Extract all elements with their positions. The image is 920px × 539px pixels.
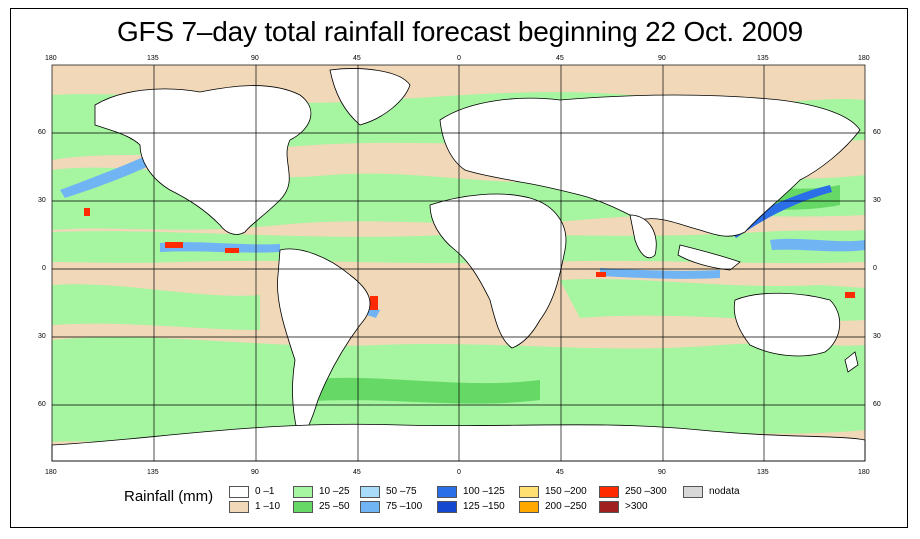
legend-item-label: 25 –50 xyxy=(319,501,350,512)
legend-swatch xyxy=(519,501,539,513)
legend-item-label: >300 xyxy=(625,501,648,512)
bottom-tick: 45 xyxy=(556,469,564,476)
bottom-tick: 135 xyxy=(757,469,769,476)
legend-swatch xyxy=(519,486,539,498)
legend-item-label: 1 –10 xyxy=(255,501,281,512)
legend-swatch xyxy=(599,486,619,498)
left-tick: 60 xyxy=(38,401,46,408)
legend-item-label: nodata xyxy=(709,486,740,497)
legend-swatch xyxy=(437,501,457,513)
top-tick: 180 xyxy=(45,55,57,62)
figure-frame xyxy=(10,8,908,528)
legend-swatch xyxy=(229,486,249,498)
left-tick: 0 xyxy=(42,265,46,272)
right-tick: 30 xyxy=(873,197,881,204)
right-tick: 60 xyxy=(873,129,881,136)
left-tick: 30 xyxy=(38,333,46,340)
legend-item-label: 150 –200 xyxy=(545,486,587,497)
bottom-tick: 135 xyxy=(147,469,159,476)
top-tick: 0 xyxy=(457,55,461,62)
legend-swatch xyxy=(360,486,380,498)
legend-item-label: 200 –250 xyxy=(545,501,587,512)
legend-swatch xyxy=(437,486,457,498)
legend-item-label: 125 –150 xyxy=(463,501,505,512)
legend-swatch xyxy=(360,501,380,513)
top-tick: 45 xyxy=(556,55,564,62)
right-tick: 30 xyxy=(873,333,881,340)
legend-item-label: 250 –300 xyxy=(625,486,667,497)
legend-item-label: 100 –125 xyxy=(463,486,505,497)
legend-item-label: 50 –75 xyxy=(386,486,417,497)
top-tick: 90 xyxy=(251,55,259,62)
right-tick: 60 xyxy=(873,401,881,408)
bottom-tick: 180 xyxy=(858,469,870,476)
top-tick: 90 xyxy=(658,55,666,62)
graticule xyxy=(51,64,866,462)
bottom-tick: 180 xyxy=(45,469,57,476)
top-tick: 45 xyxy=(353,55,361,62)
bottom-tick: 90 xyxy=(658,469,666,476)
legend-title: Rainfall (mm) xyxy=(124,488,214,505)
legend-item-label: 75 –100 xyxy=(386,501,423,512)
legend-swatch xyxy=(599,501,619,513)
bottom-tick: 90 xyxy=(251,469,259,476)
top-tick: 180 xyxy=(858,55,870,62)
bottom-tick: 0 xyxy=(457,469,461,476)
legend-item-label: 10 –25 xyxy=(319,486,350,497)
legend-swatch xyxy=(229,501,249,513)
legend-swatch xyxy=(683,486,703,498)
top-tick: 135 xyxy=(147,55,159,62)
bottom-tick: 45 xyxy=(353,469,361,476)
map-title: GFS 7–day total rainfall forecast beginn… xyxy=(116,16,804,47)
top-tick: 135 xyxy=(757,55,769,62)
left-tick: 60 xyxy=(38,129,46,136)
legend-item-label: 0 –1 xyxy=(255,486,275,497)
right-tick: 0 xyxy=(873,265,877,272)
left-tick: 30 xyxy=(38,197,46,204)
legend-swatch xyxy=(293,501,313,513)
legend-swatch xyxy=(293,486,313,498)
